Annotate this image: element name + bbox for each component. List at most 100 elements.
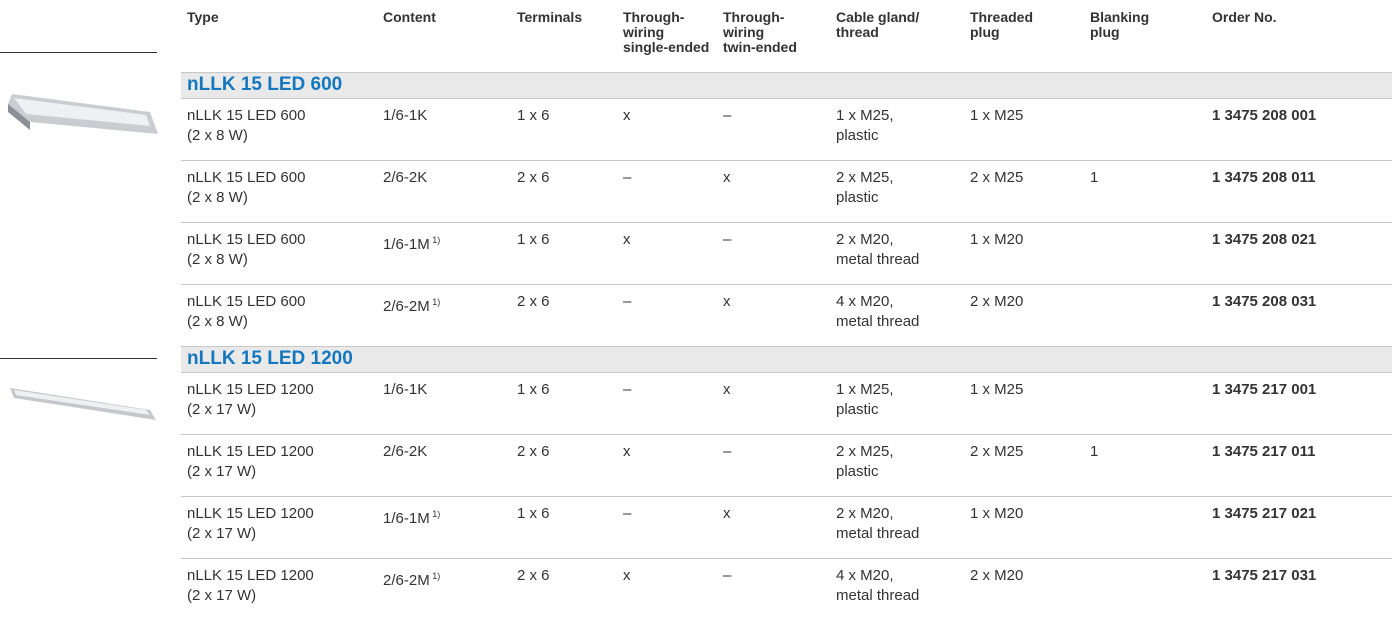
cell: – bbox=[723, 231, 732, 248]
rule bbox=[0, 52, 157, 53]
cell: 1 x M20 bbox=[970, 505, 1024, 522]
cell-line: nLLK 15 LED 600 bbox=[187, 169, 306, 186]
cell: 2/6-2M 1) bbox=[383, 292, 440, 317]
cell: 1 3475 208 021 bbox=[1212, 231, 1317, 248]
cell-line: 2 x M25, bbox=[836, 169, 894, 186]
footnote-mark: 1) bbox=[429, 297, 441, 307]
column-header: Blanking plug bbox=[1090, 10, 1149, 40]
header-line: thread bbox=[836, 24, 879, 40]
cell: 4 x M20, metal thread bbox=[836, 292, 919, 332]
cell: – bbox=[623, 381, 632, 398]
cell-line: nLLK 15 LED 600 bbox=[187, 231, 306, 248]
table-row bbox=[181, 284, 1392, 347]
cell-line: 1 x M25, bbox=[836, 107, 894, 124]
header-line: twin-ended bbox=[723, 39, 797, 55]
cell: x bbox=[623, 443, 631, 460]
cell: x bbox=[623, 231, 631, 248]
cell: 1 3475 217 011 bbox=[1212, 443, 1316, 460]
cell: 1 x 6 bbox=[517, 381, 550, 398]
cell: 2 x 6 bbox=[517, 567, 550, 584]
cell: 1 x 6 bbox=[517, 107, 550, 124]
cell-text: 1/6-1M bbox=[383, 236, 430, 253]
cell-line: nLLK 15 LED 1200 bbox=[187, 505, 314, 522]
cell: 1 3475 208 011 bbox=[1212, 169, 1316, 186]
cell-text: 2/6-2M bbox=[383, 298, 430, 315]
column-header: Order No. bbox=[1212, 10, 1277, 25]
cell: 2 x M25, plastic bbox=[836, 168, 894, 208]
footnote-mark: 1) bbox=[429, 571, 441, 581]
column-header: Terminals bbox=[517, 10, 582, 25]
header-line: Content bbox=[383, 9, 436, 25]
rule bbox=[0, 358, 157, 359]
footnote-mark: 1) bbox=[429, 235, 441, 245]
cell-line: (2 x 17 W) bbox=[187, 401, 257, 418]
header-line: plug bbox=[970, 24, 1000, 40]
table-row bbox=[181, 496, 1392, 559]
cell: – bbox=[623, 505, 632, 522]
cell: 1 x M25, plastic bbox=[836, 106, 894, 146]
cell-line: 1 x M25, bbox=[836, 381, 894, 398]
cell: – bbox=[623, 169, 632, 186]
cell: 2/6-2K bbox=[383, 169, 428, 186]
cell: 2 x M25 bbox=[970, 443, 1024, 460]
cell-line: (2 x 8 W) bbox=[187, 251, 248, 268]
cell-line: plastic bbox=[836, 401, 879, 418]
header-line: Order No. bbox=[1212, 9, 1277, 25]
cell: – bbox=[723, 567, 732, 584]
cell: 1 3475 217 021 bbox=[1212, 505, 1317, 522]
header-line: wiring bbox=[723, 24, 765, 40]
column-header: Threaded plug bbox=[970, 10, 1033, 40]
cell: 1/6-1K bbox=[383, 381, 428, 398]
cell-line: nLLK 15 LED 1200 bbox=[187, 381, 314, 398]
cell-line: metal thread bbox=[836, 251, 920, 268]
cell-line: (2 x 8 W) bbox=[187, 127, 248, 144]
cell: 1/6-1M 1) bbox=[383, 230, 440, 255]
cell: 1 x M20 bbox=[970, 231, 1024, 248]
cell: 1 3475 208 001 bbox=[1212, 107, 1317, 124]
cell: x bbox=[723, 381, 731, 398]
cell: – bbox=[723, 443, 732, 460]
cell: 2 x 6 bbox=[517, 293, 550, 310]
header-line: Cable gland/ bbox=[836, 9, 920, 25]
cell: 2 x M25, plastic bbox=[836, 442, 894, 482]
cell-line: 4 x M20, bbox=[836, 293, 894, 310]
cell: nLLK 15 LED 600 (2 x 8 W) bbox=[187, 230, 305, 270]
header-line: Blanking bbox=[1090, 9, 1150, 25]
table-row bbox=[181, 558, 1392, 621]
cell-line: (2 x 8 W) bbox=[187, 313, 248, 330]
cell: 1/6-1M 1) bbox=[383, 504, 440, 529]
cell: 1 x M25 bbox=[970, 107, 1024, 124]
cell: 1 3475 217 031 bbox=[1212, 567, 1317, 584]
table-row bbox=[181, 98, 1392, 161]
group-title: nLLK 15 LED 600 bbox=[187, 74, 343, 95]
cell: – bbox=[723, 107, 732, 124]
cell: 1 x M25, plastic bbox=[836, 380, 894, 420]
header-line: wiring bbox=[623, 24, 665, 40]
cell: 2 x M20, metal thread bbox=[836, 230, 919, 270]
cell-line: (2 x 17 W) bbox=[187, 463, 257, 480]
cell-line: nLLK 15 LED 1200 bbox=[187, 443, 314, 460]
cell: 1 x 6 bbox=[517, 505, 550, 522]
cell: nLLK 15 LED 1200 (2 x 17 W) bbox=[187, 504, 314, 544]
cell: 1 x 6 bbox=[517, 231, 550, 248]
cell: 1 3475 208 031 bbox=[1212, 293, 1317, 310]
cell-text: 1/6-1M bbox=[383, 510, 430, 527]
cell: 4 x M20, metal thread bbox=[836, 566, 919, 606]
header-line: Through- bbox=[623, 9, 685, 25]
header-line: single-ended bbox=[623, 39, 710, 55]
cell: nLLK 15 LED 1200 (2 x 17 W) bbox=[187, 380, 314, 420]
cell: 2 x M20, metal thread bbox=[836, 504, 919, 544]
cell-line: plastic bbox=[836, 127, 879, 144]
cell: 1/6-1K bbox=[383, 107, 428, 124]
header-line: Through- bbox=[723, 9, 785, 25]
table-row bbox=[181, 434, 1392, 497]
column-header: Through-wiring single-ended bbox=[623, 10, 709, 55]
header-line: Terminals bbox=[517, 9, 583, 25]
cell: nLLK 15 LED 600 (2 x 8 W) bbox=[187, 106, 305, 146]
cell: 1 3475 217 001 bbox=[1212, 381, 1317, 398]
cell: 1 x M25 bbox=[970, 381, 1024, 398]
group-title: nLLK 15 LED 1200 bbox=[187, 348, 353, 369]
column-header: Type bbox=[187, 10, 219, 25]
group-row bbox=[181, 72, 1392, 99]
